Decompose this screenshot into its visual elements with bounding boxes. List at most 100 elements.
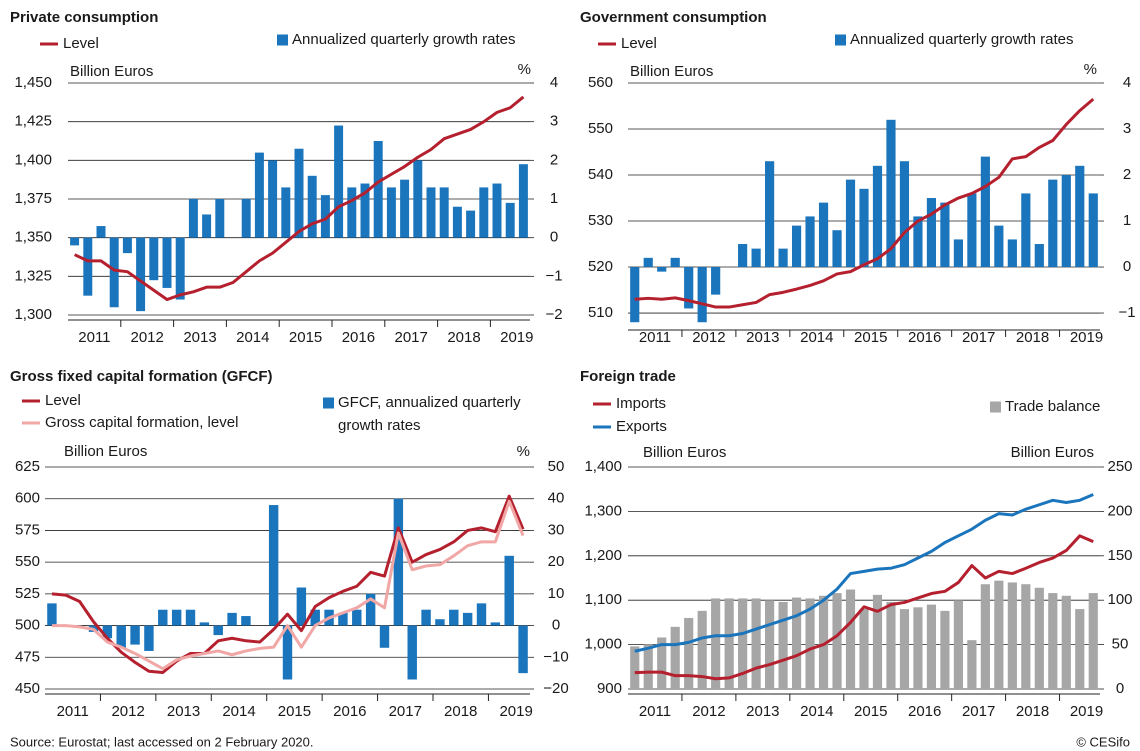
bar: [185, 609, 196, 626]
bar: [421, 609, 431, 626]
bar: [136, 237, 146, 312]
bar: [504, 555, 514, 626]
y2-tick-label: 4: [1123, 74, 1131, 91]
y-tick-label: 1,350: [14, 229, 52, 246]
line: [73, 95, 525, 302]
bar: [657, 267, 667, 272]
x-tick-label: 2014: [800, 329, 833, 346]
y2-tick-label: 2: [1123, 166, 1131, 183]
x-tick-label: 2012: [131, 329, 164, 346]
y2-tick-label: 0: [1116, 680, 1124, 697]
y-tick-label: 525: [15, 585, 40, 602]
bar: [518, 625, 528, 674]
bar: [684, 267, 694, 309]
y2-tick-label: 40: [548, 490, 565, 507]
chart-title: Private consumption: [10, 9, 158, 26]
bar: [670, 257, 680, 268]
legend-swatch: [990, 401, 1001, 413]
x-tick-label: 2017: [389, 703, 422, 720]
bar: [202, 214, 212, 238]
bar: [158, 609, 168, 626]
y-axis-unit: Billion Euros: [643, 444, 726, 461]
y-axis-unit: Billion Euros: [64, 443, 147, 460]
legend-swatch: [277, 34, 288, 46]
bar: [913, 216, 923, 268]
y2-tick-label: 50: [1112, 636, 1129, 653]
x-tick-label: 2015: [289, 329, 322, 346]
x-tick-label: 2015: [854, 329, 887, 346]
bar: [294, 148, 304, 238]
bar: [845, 179, 856, 268]
bar: [352, 609, 362, 626]
bar: [130, 625, 140, 645]
x-tick-label: 2018: [1016, 329, 1049, 346]
y2-tick-label: −2: [545, 306, 562, 323]
y2-axis-unit: Billion Euros: [1011, 444, 1094, 461]
y2-tick-label: 3: [1123, 120, 1131, 137]
x-tick-label: 2012: [111, 703, 144, 720]
x-tick-label: 2016: [342, 329, 375, 346]
bar: [241, 616, 251, 626]
y-tick-label: 625: [15, 458, 40, 475]
legend-label: Annualized quarterly growth rates: [850, 31, 1073, 48]
y-axis-unit: Billion Euros: [630, 63, 713, 80]
x-tick-label: 2016: [908, 329, 941, 346]
bar: [657, 637, 667, 689]
bar: [490, 622, 501, 626]
bar: [83, 237, 93, 296]
x-tick-label: 2016: [908, 703, 941, 720]
y-tick-label: 520: [588, 258, 613, 275]
legend-label: Gross capital formation, level: [45, 414, 238, 431]
y-tick-label: 575: [15, 521, 40, 538]
bar: [505, 202, 515, 238]
y-tick-label: 510: [588, 304, 613, 321]
y2-tick-label: 0: [1123, 258, 1131, 275]
legend-label-line: GFCF, annualized quarterly: [338, 394, 521, 411]
bar: [102, 625, 113, 639]
y-tick-label: 1,400: [14, 151, 52, 168]
bar: [778, 601, 788, 689]
y2-tick-label: 0: [550, 229, 558, 246]
bar: [426, 187, 436, 238]
bar: [805, 598, 815, 689]
y-tick-label: 530: [588, 212, 613, 229]
chart-title: Government consumption: [580, 9, 767, 26]
bar: [96, 226, 106, 238]
bar: [347, 187, 357, 238]
copyright: © CESifo: [1076, 734, 1130, 749]
x-tick-label: 2011: [639, 703, 671, 720]
bar: [994, 580, 1004, 689]
x-tick-label: 2013: [746, 329, 779, 346]
bar: [926, 198, 937, 268]
y2-tick-label: −1: [545, 267, 562, 284]
x-tick-label: 2017: [962, 703, 995, 720]
bar: [940, 202, 950, 268]
y2-tick-label: 100: [1107, 591, 1132, 608]
x-tick-label: 2015: [854, 703, 887, 720]
y2-tick-label: 2: [550, 151, 558, 168]
bar: [1034, 587, 1044, 689]
bar: [818, 202, 829, 268]
legend-label: Exports: [616, 418, 667, 435]
bar: [1021, 584, 1031, 689]
x-tick-label: 2017: [395, 329, 428, 346]
line: [634, 493, 1094, 653]
bar: [227, 612, 237, 626]
bar: [738, 244, 748, 268]
y-tick-label: 1,325: [14, 267, 52, 284]
bar: [953, 239, 963, 268]
bar: [643, 257, 653, 268]
bar: [281, 187, 291, 238]
bar: [1061, 595, 1071, 689]
bar: [1034, 244, 1044, 268]
bar: [379, 625, 390, 648]
y-tick-label: 600: [15, 490, 40, 507]
y2-tick-label: 4: [550, 74, 558, 91]
x-tick-label: 2011: [78, 329, 110, 346]
bar: [282, 625, 293, 680]
bar: [967, 640, 977, 689]
y-tick-label: 475: [15, 648, 40, 665]
bar: [670, 626, 680, 689]
y2-tick-label: −10: [543, 648, 568, 665]
